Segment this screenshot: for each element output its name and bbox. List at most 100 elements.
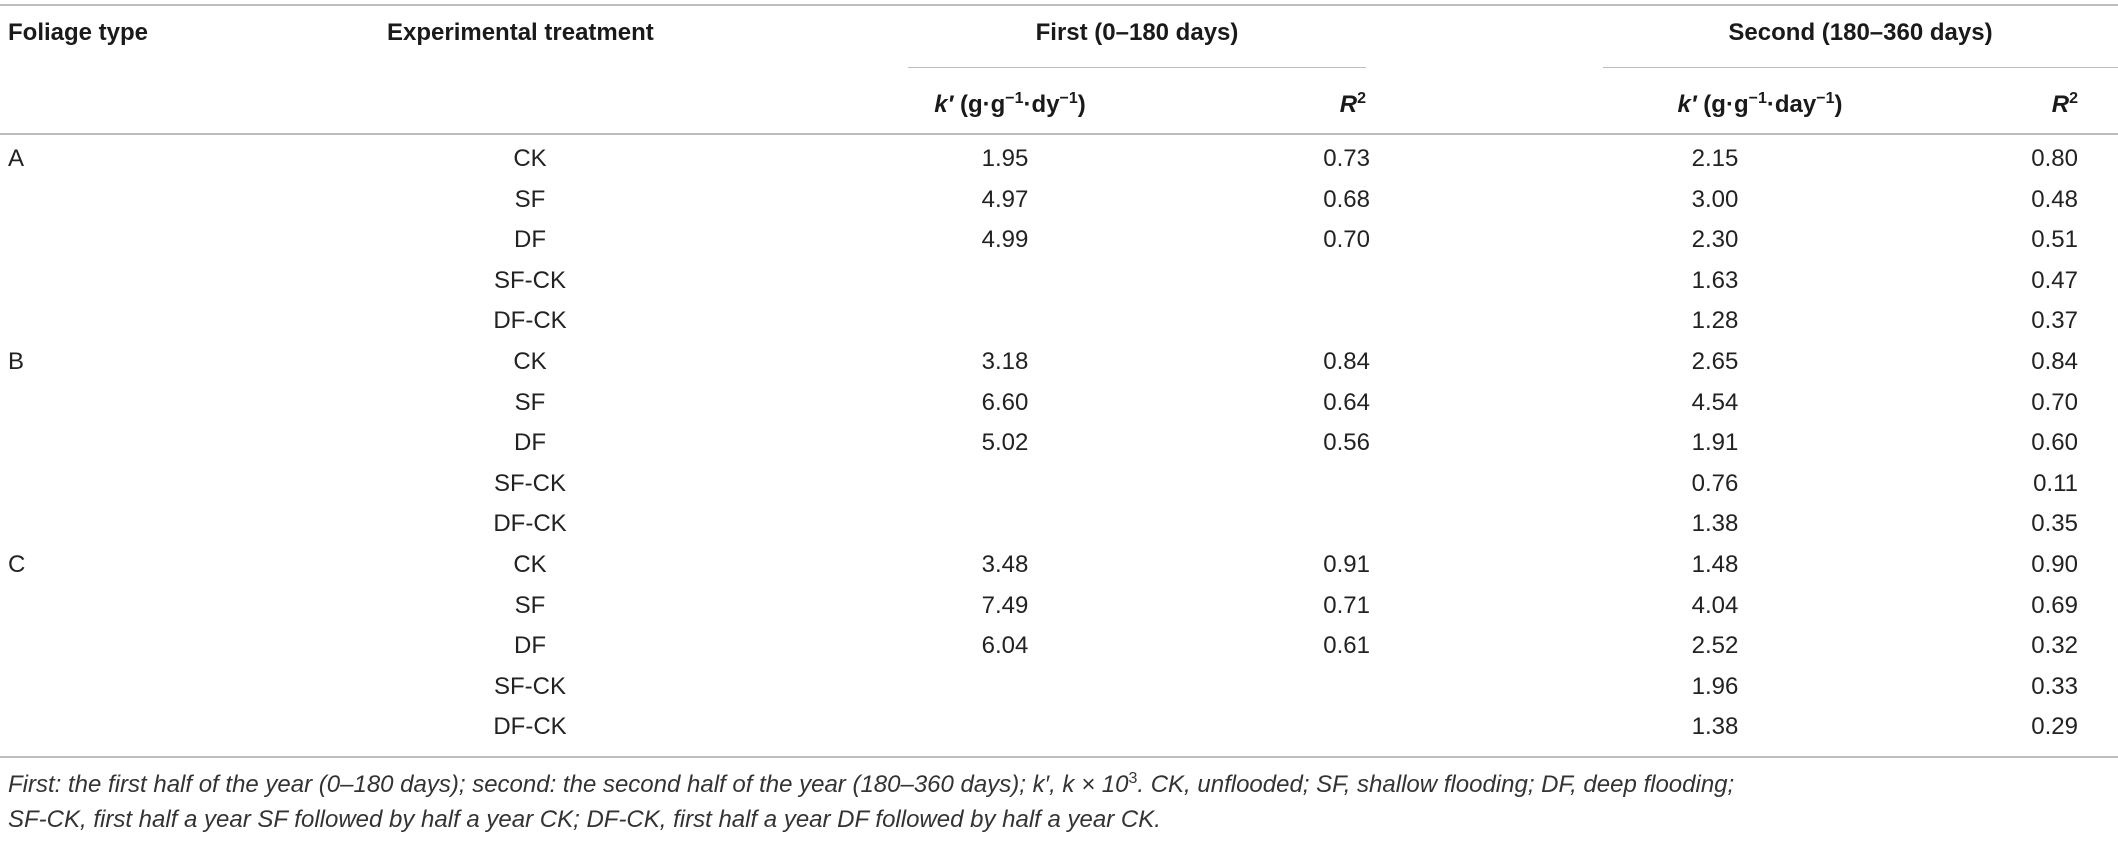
header-r2-first: R2 <box>1220 90 1366 120</box>
k-second-exponent: −1 <box>1748 90 1767 107</box>
treatment-cell: SF-CK <box>494 673 566 700</box>
k-prime-symbol: k′ <box>934 91 954 118</box>
treatment-cell: CK <box>513 145 547 172</box>
k-first-cell: 6.60 <box>981 389 1029 416</box>
k-first-cell: 4.97 <box>981 186 1029 213</box>
k-first-unit-part: (g·g <box>953 91 1006 118</box>
k-second-cell: 2.65 <box>1691 348 1739 375</box>
r2-letter: R <box>2051 91 2070 118</box>
treatment-cell: DF-CK <box>493 307 567 334</box>
k-first-cell: 4.99 <box>981 226 1029 253</box>
foliage-type-cell: A <box>8 145 25 172</box>
r2-second-cell: 0.84 <box>2031 348 2078 375</box>
treatment-cell: SF-CK <box>494 470 566 497</box>
r2-second-cell: 0.51 <box>2031 226 2078 253</box>
r2-second-cell: 0.11 <box>2033 470 2078 497</box>
footnote-text: . CK, unflooded; SF, shallow flooding; D… <box>1137 771 1735 798</box>
treatment-cell: CK <box>513 551 547 578</box>
k-second-unit-part: ) <box>1834 91 1843 118</box>
r2-second-cell: 0.70 <box>2031 389 2078 416</box>
k-second-cell: 0.76 <box>1691 470 1739 497</box>
k-first-cell: 7.49 <box>981 592 1029 619</box>
treatment-cell: SF <box>514 389 546 416</box>
r2-second-cell: 0.33 <box>2031 673 2078 700</box>
r2-second-cell: 0.32 <box>2031 632 2078 659</box>
k-second-unit-part: (g·g <box>1696 91 1749 118</box>
r2-second-cell: 0.69 <box>2031 592 2078 619</box>
k-second-cell: 1.38 <box>1691 713 1739 740</box>
footnote-exponent: 3 <box>1128 770 1138 787</box>
k-prime-symbol: k′ <box>1677 91 1697 118</box>
r2-first-cell: 0.70 <box>1323 226 1370 253</box>
treatment-cell: DF <box>514 429 546 456</box>
treatment-cell: SF <box>514 592 546 619</box>
header-foliage-type: Foliage type <box>8 19 149 46</box>
r2-second-cell: 0.47 <box>2031 267 2078 294</box>
r2-second-cell: 0.90 <box>2031 551 2078 578</box>
r2-second-cell: 0.48 <box>2031 186 2078 213</box>
k-first-unit-part: ) <box>1077 91 1086 118</box>
r2-first-cell: 0.73 <box>1323 145 1370 172</box>
second-group-rule <box>1603 67 2118 68</box>
k-first-exponent: −1 <box>1005 90 1024 107</box>
k-first-cell: 5.02 <box>981 429 1029 456</box>
r2-exponent: 2 <box>1357 90 1366 107</box>
header-r2-second: R2 <box>1960 90 2078 120</box>
k-first-exponent: −1 <box>1059 90 1078 107</box>
table-bottom-rule <box>0 756 2118 758</box>
r2-second-cell: 0.80 <box>2031 145 2078 172</box>
k-second-cell: 4.04 <box>1691 592 1739 619</box>
k-first-unit-part: ·dy <box>1023 91 1060 118</box>
foliage-type-cell: C <box>8 551 26 578</box>
k-second-cell: 1.28 <box>1691 307 1739 334</box>
r2-first-cell: 0.68 <box>1323 186 1370 213</box>
r2-first-cell: 0.71 <box>1323 592 1370 619</box>
r2-first-cell: 0.61 <box>1323 632 1370 659</box>
k-second-cell: 2.30 <box>1691 226 1739 253</box>
footnote-text: First: the first half of the year (0–180… <box>8 771 1129 798</box>
first-group-rule <box>908 67 1366 68</box>
header-second-period: Second (180–360 days) <box>1728 19 1993 46</box>
r2-second-cell: 0.35 <box>2031 510 2078 537</box>
treatment-cell: DF-CK <box>493 713 567 740</box>
k-second-cell: 2.52 <box>1691 632 1739 659</box>
k-second-cell: 3.00 <box>1691 186 1739 213</box>
treatment-cell: SF <box>514 186 546 213</box>
header-bottom-rule <box>0 133 2118 135</box>
r2-letter: R <box>1339 91 1358 118</box>
r2-second-cell: 0.60 <box>2031 429 2078 456</box>
k-first-cell: 3.18 <box>981 348 1029 375</box>
r2-first-cell: 0.64 <box>1323 389 1370 416</box>
treatment-cell: DF-CK <box>493 510 567 537</box>
r2-first-cell: 0.56 <box>1323 429 1370 456</box>
header-first-period: First (0–180 days) <box>1035 19 1239 46</box>
k-first-cell: 1.95 <box>981 145 1029 172</box>
r2-exponent: 2 <box>2069 90 2078 107</box>
foliage-type-cell: B <box>8 348 25 375</box>
k-second-cell: 1.91 <box>1691 429 1739 456</box>
r2-second-cell: 0.29 <box>2031 713 2078 740</box>
r2-second-cell: 0.37 <box>2031 307 2078 334</box>
r2-first-cell: 0.84 <box>1323 348 1370 375</box>
k-second-cell: 1.48 <box>1691 551 1739 578</box>
r2-first-cell: 0.91 <box>1323 551 1370 578</box>
k-second-cell: 1.38 <box>1691 510 1739 537</box>
table-footnote: First: the first half of the year (0–180… <box>8 767 2108 837</box>
k-first-cell: 3.48 <box>981 551 1029 578</box>
k-first-cell: 6.04 <box>981 632 1029 659</box>
treatment-cell: DF <box>514 226 546 253</box>
treatment-cell: DF <box>514 632 546 659</box>
header-k-first: k′ (g·g−1·dy−1) <box>840 90 1180 120</box>
footnote-text: SF-CK, first half a year SF followed by … <box>8 806 1161 833</box>
header-k-second: k′ (g·g−1·day−1) <box>1570 90 1950 120</box>
k-second-exponent: −1 <box>1816 90 1835 107</box>
k-second-unit-part: ·day <box>1766 91 1817 118</box>
treatment-cell: SF-CK <box>494 267 566 294</box>
k-second-cell: 2.15 <box>1691 145 1739 172</box>
k-second-cell: 1.63 <box>1691 267 1739 294</box>
k-second-cell: 4.54 <box>1691 389 1739 416</box>
header-experimental-treatment: Experimental treatment <box>387 19 654 46</box>
k-second-cell: 1.96 <box>1691 673 1739 700</box>
top-rule <box>0 4 2118 6</box>
